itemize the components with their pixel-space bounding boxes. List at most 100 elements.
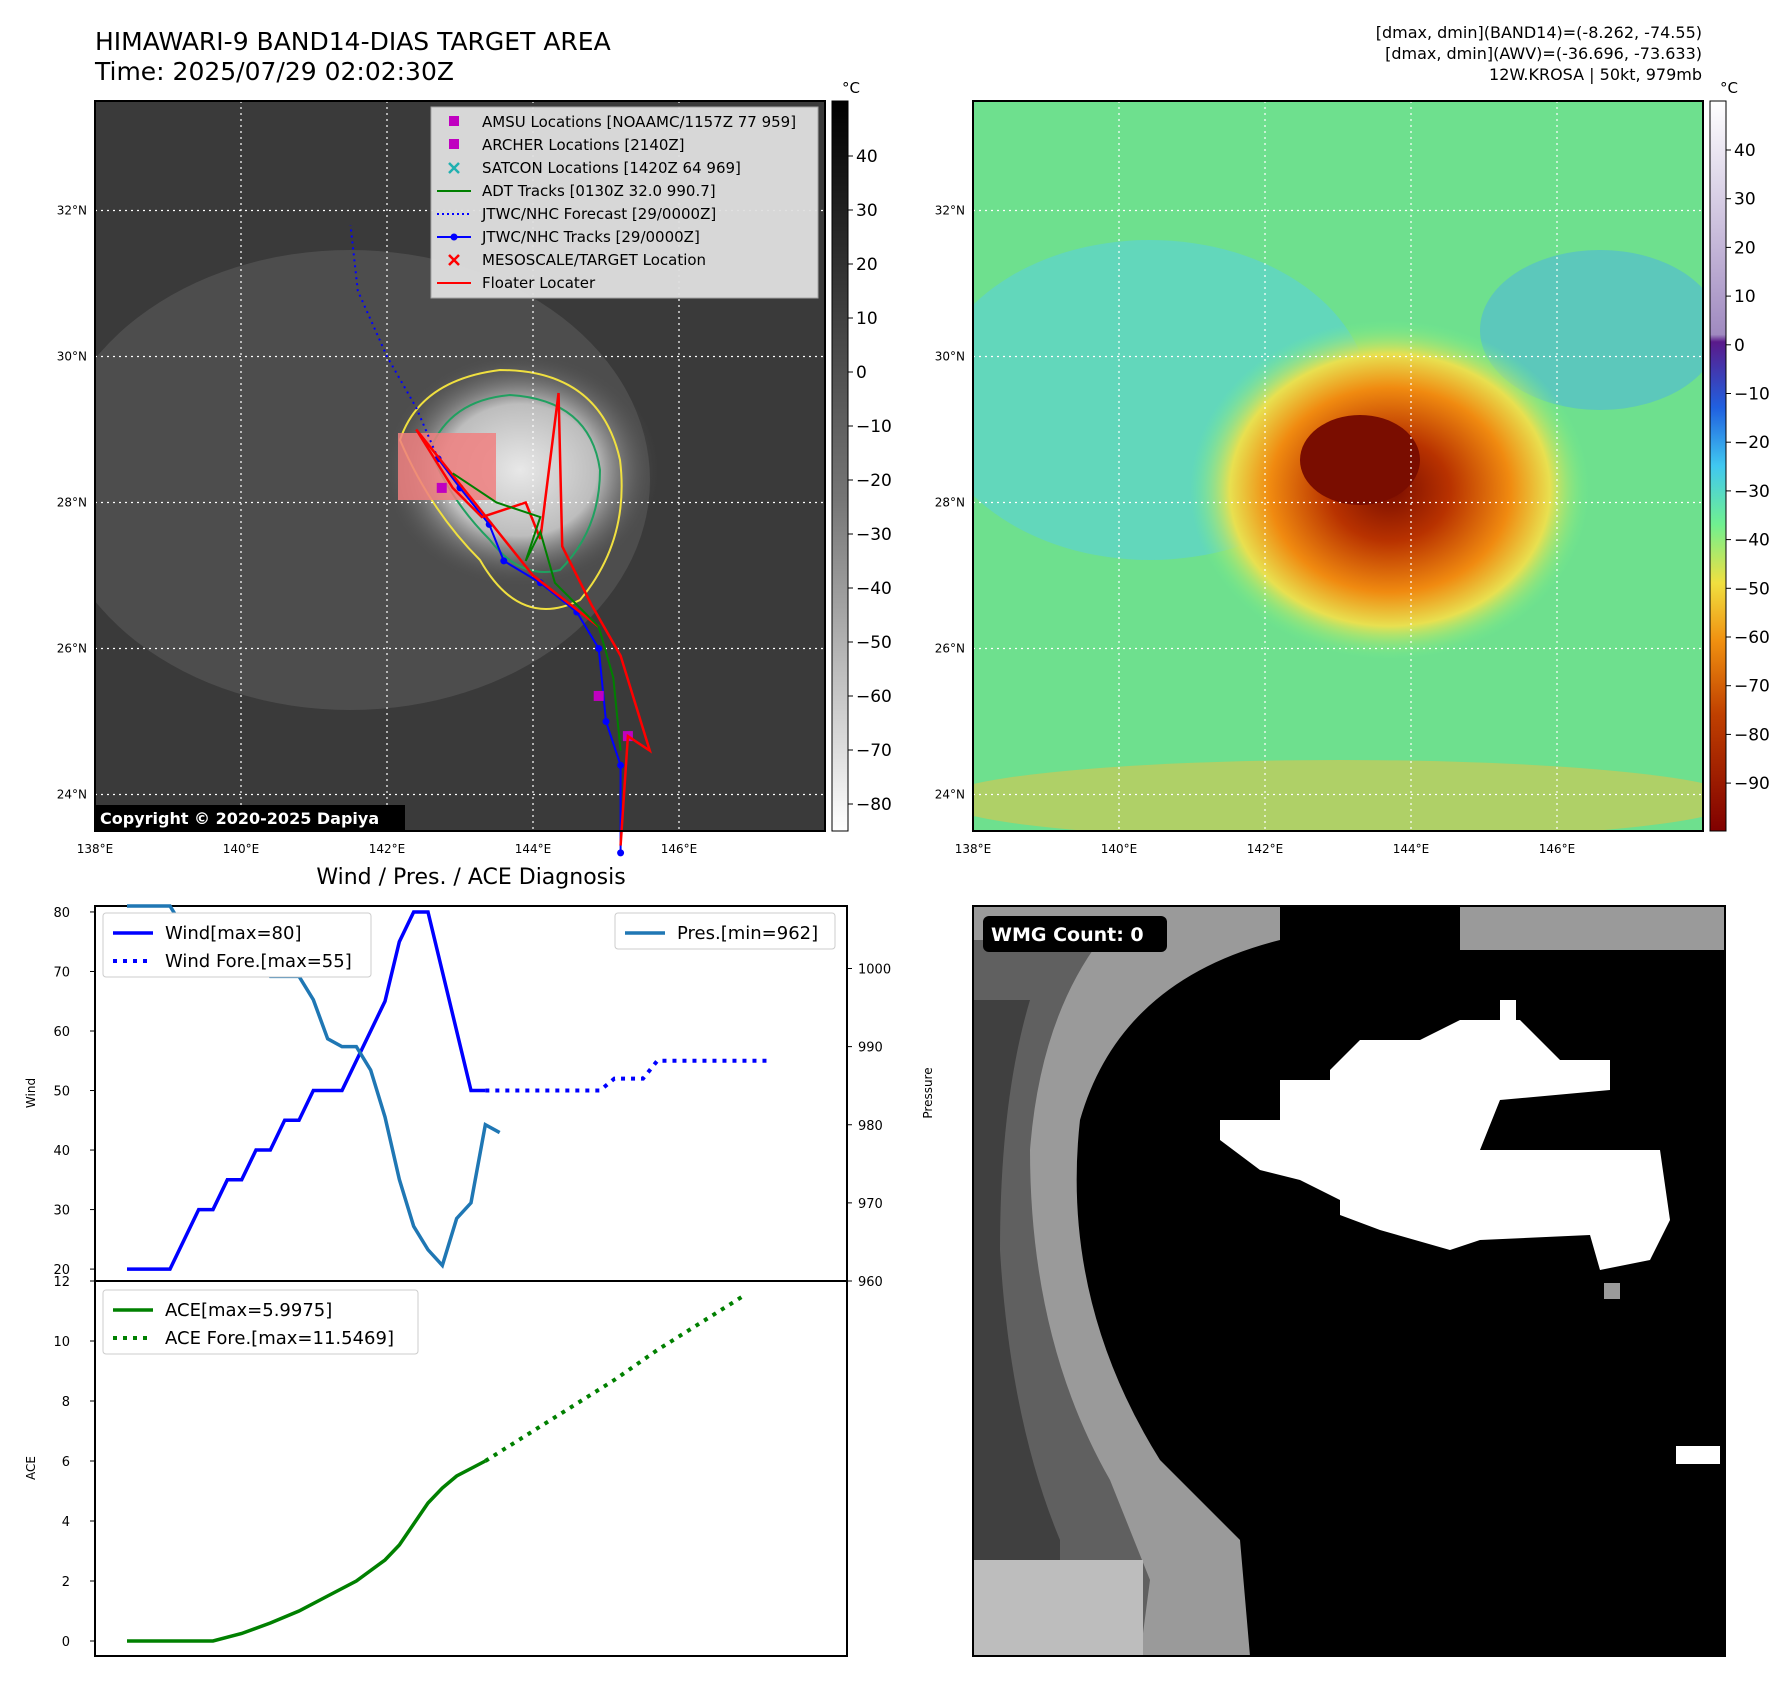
colorbar-tick-label: −80 (1734, 725, 1770, 745)
legend-label: SATCON Locations [1420Z 64 969] (482, 159, 741, 177)
wind-ytick-label: 60 (53, 1025, 70, 1040)
ir-green-contour (428, 393, 602, 573)
wind-ytick-label: 80 (53, 906, 70, 921)
colorbar-tick-label: −50 (1734, 579, 1770, 599)
legend-label: AMSU Locations [NOAAMC/1157Z 77 959] (482, 113, 796, 131)
lat-tick-label: 32°N (935, 204, 965, 218)
pressure-ytick-label: 1000 (858, 963, 891, 978)
info-storm: 12W.KROSA | 50kt, 979mb (1489, 65, 1702, 84)
adt-track-line (452, 472, 622, 751)
colorbar-tick-label: 0 (1734, 336, 1745, 356)
pressure-ytick-label: 960 (858, 1275, 883, 1290)
figure-title: HIMAWARI-9 BAND14-DIAS TARGET AREA (95, 27, 611, 56)
lat-tick-label: 32°N (57, 204, 87, 218)
jtwc-track-point (617, 849, 625, 857)
legend-label: JTWC/NHC Tracks [29/0000Z] (481, 228, 700, 246)
jtwc-track-line (437, 458, 622, 853)
pressure-ylabel: Pressure (921, 1067, 935, 1118)
wmg-light-cells (973, 1560, 1143, 1656)
ace-axes-frame (94, 1280, 848, 1657)
colorbar-tick-label: −20 (1734, 433, 1770, 453)
colorbar-tick-label: 0 (856, 363, 867, 383)
ace-ytick-label: 0 (62, 1635, 70, 1650)
jtwc-track-point (500, 557, 508, 565)
wv-map-frame (972, 100, 1704, 832)
colorbar-tick-label: −60 (1734, 628, 1770, 648)
lon-tick-label: 140°E (223, 842, 260, 856)
copyright-text: Copyright © 2020-2025 Dapiya (100, 809, 379, 828)
copyright-box (95, 805, 405, 831)
colorbar-tick-label: 20 (1734, 238, 1756, 258)
jtwc-forecast-line (349, 224, 440, 460)
legend-dot-marker (450, 233, 458, 241)
colorbar-tick-label: −50 (856, 633, 892, 653)
legend-label: MESOSCALE/TARGET Location (482, 251, 706, 269)
ace-ytick-label: 2 (62, 1575, 70, 1590)
colorbar-tick-label: 20 (856, 255, 878, 275)
series-wind-fore-line (485, 1058, 772, 1093)
pressure-legend-box (614, 912, 836, 950)
ace-legend-box (102, 1289, 419, 1355)
wv-colorbar-unit: °C (1720, 79, 1738, 97)
legend-label: JTWC/NHC Forecast [29/0000Z] (481, 205, 716, 223)
ace-legend-label: ACE[max=5.9975] (165, 1300, 332, 1321)
colorbar-tick-label: −30 (856, 525, 892, 545)
lon-tick-label: 138°E (955, 842, 992, 856)
diagnosis-title: Wind / Pres. / ACE Diagnosis (316, 865, 625, 890)
wmg-count-badge (983, 916, 1167, 952)
wv-dry-band-east (1480, 250, 1703, 410)
lon-tick-label: 142°E (1247, 842, 1284, 856)
ir-colorbar-bar (831, 100, 849, 832)
legend-square-marker (449, 116, 459, 126)
ir-legend: AMSU Locations [NOAAMC/1157Z 77 959] ARCH… (430, 106, 819, 299)
colorbar-tick-label: −90 (1734, 774, 1770, 794)
lon-tick-label: 146°E (1539, 842, 1576, 856)
wmg-warm-core-area (1220, 1020, 1670, 1270)
colorbar-tick-label: −10 (1734, 385, 1770, 405)
amsu-location-marker (436, 482, 447, 493)
ace-legend: ACE[max=5.9975] ACE Fore.[max=11.5469] (102, 1289, 419, 1355)
colorbar-tick-label: 10 (856, 309, 878, 329)
ir-map-frame (94, 100, 826, 832)
lon-tick-label: 144°E (515, 842, 552, 856)
colorbar-tick-label: 10 (1734, 287, 1756, 307)
lon-tick-label: 142°E (369, 842, 406, 856)
wmg-top-right-gray (1460, 906, 1725, 950)
lon-tick-label: 140°E (1101, 842, 1138, 856)
colorbar-tick-label: −30 (1734, 482, 1770, 502)
colorbar-tick-label: 30 (1734, 190, 1756, 210)
ace-ylabel: ACE (24, 1456, 38, 1480)
wv-map-panel (973, 101, 1703, 831)
colorbar-tick-label: 30 (856, 201, 878, 221)
colorbar-tick-label: −70 (856, 741, 892, 761)
ir-storm-cloud (380, 350, 660, 590)
jtwc-track-point (595, 645, 603, 652)
wind-ylabel: Wind (24, 1078, 38, 1108)
pressure-ytick-label: 970 (858, 1197, 883, 1212)
wind-ytick-label: 30 (53, 1204, 70, 1219)
ir-track-layer (349, 224, 653, 857)
ace-ytick-label: 8 (62, 1395, 70, 1410)
ir-colorbar-unit: °C (842, 79, 860, 97)
wmg-count-text: WMG Count: 0 (991, 924, 1144, 946)
lat-tick-label: 26°N (57, 642, 87, 656)
ace-ytick-label: 10 (53, 1335, 70, 1350)
lat-tick-label: 24°N (935, 788, 965, 802)
wv-colorbar-bar (1709, 100, 1727, 832)
colorbar-tick-label: 40 (856, 147, 878, 167)
colorbar-tick-label: −20 (856, 471, 892, 491)
wv-storm-core (1300, 415, 1420, 505)
wind-legend: Wind[max=80] Wind Fore.[max=55] (102, 912, 372, 978)
legend-x-marker (448, 162, 460, 174)
wind-ytick-label: 40 (53, 1144, 70, 1159)
wind-legend-label: Wind Fore.[max=55] (165, 951, 352, 972)
wind-legend-label: Wind[max=80] (165, 923, 302, 944)
colorbar-tick-label: −40 (856, 579, 892, 599)
ace-ytick-label: 6 (62, 1455, 70, 1470)
legend-label: ADT Tracks [0130Z 32.0 990.7] (482, 182, 716, 200)
colorbar-tick-label: −60 (856, 687, 892, 707)
colorbar-tick-label: −40 (1734, 531, 1770, 551)
amsu-location-marker (593, 690, 604, 701)
wind-legend-box (102, 912, 372, 978)
ace-legend-label: ACE Fore.[max=11.5469] (165, 1328, 394, 1349)
